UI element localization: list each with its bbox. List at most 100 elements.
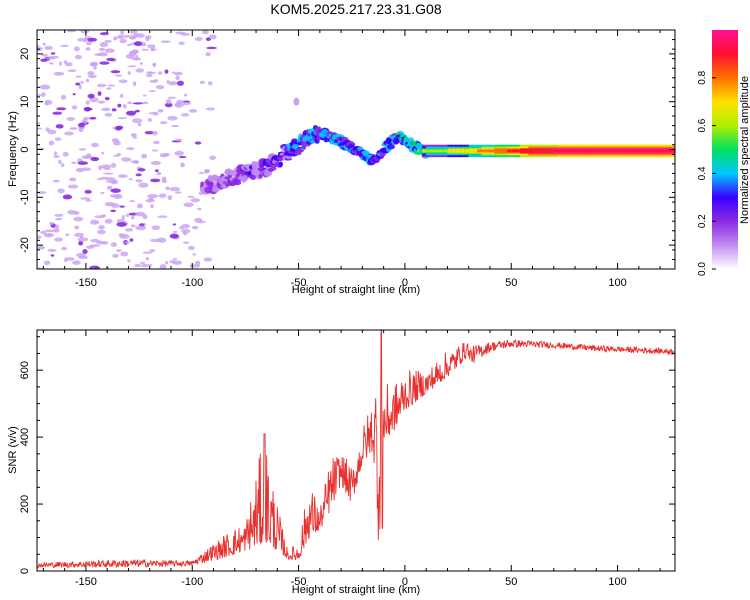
spectrogram-noise (119, 38, 127, 44)
spectrogram-noise (129, 50, 140, 54)
spectrogram-noise (178, 156, 187, 159)
spectrogram-noise (183, 202, 194, 208)
snr-y-tick-label: 200 (19, 495, 31, 513)
spectrogram-noise (87, 74, 97, 79)
spectrogram-noise (107, 84, 116, 87)
spectrogram-noise (133, 33, 139, 38)
spectrogram-x-tick-label: -150 (75, 277, 97, 289)
spectrogram-noise (163, 152, 170, 157)
spectrogram-noise (77, 237, 89, 242)
spectrogram-noise (85, 78, 90, 83)
spectrogram-noise (176, 99, 184, 104)
spectrogram-noise (43, 233, 55, 238)
spectrogram-noise (90, 219, 100, 225)
spectrogram-noise (80, 197, 91, 200)
spectrogram-noise (130, 224, 136, 228)
spectrogram-noise (119, 234, 130, 239)
spectrogram-noise (135, 211, 146, 217)
spectrogram-noise (144, 131, 155, 135)
spectrogram-noise (80, 80, 84, 84)
spectrogram-noise (50, 254, 55, 257)
spectrogram-noise (110, 203, 120, 208)
spectrogram-band-segment (438, 149, 444, 153)
spectrogram-noise (207, 81, 213, 86)
spectrogram-noise (75, 75, 82, 78)
spectrogram-noise (156, 171, 162, 176)
spectrogram-noise (150, 161, 162, 166)
snr-y-tick-label: 600 (19, 361, 31, 379)
spectrogram-noise (194, 36, 203, 42)
spectrogram-noise (49, 221, 54, 226)
spectrogram-noise (67, 210, 77, 215)
spectrogram-noise (121, 214, 125, 220)
spectrogram-noise (78, 84, 82, 90)
spectrogram-noise (91, 142, 99, 148)
spectrogram-noise (89, 244, 101, 247)
spectrogram-noise (152, 130, 158, 136)
spectrogram-x-tick-label: 100 (608, 277, 626, 289)
spectrogram-noise (110, 162, 117, 168)
spectrogram-noise (136, 203, 143, 209)
spectrogram-noise (126, 43, 132, 47)
spectrogram-noise (75, 82, 81, 86)
spectrogram-noise (73, 216, 84, 222)
spectrogram-noise (106, 87, 112, 90)
spectrogram-noise (161, 176, 167, 181)
spectrogram-noise (151, 225, 161, 231)
spectrogram-noise (138, 182, 149, 188)
colorbar-ticks: 0.0 0.2 0.4 0.6 0.8 (697, 70, 716, 276)
spectrogram-noise (41, 53, 49, 57)
spectrogram-noise (178, 41, 185, 46)
spectrogram-trace-blob (285, 155, 292, 160)
spectrogram-noise (113, 36, 118, 41)
spectrogram-noise (39, 84, 51, 90)
spectrogram-noise (37, 235, 42, 240)
spectrogram-noise (40, 92, 46, 98)
snr-x-tick-label: -50 (291, 576, 307, 588)
spectrogram-noise (134, 109, 140, 113)
spectrogram-noise (99, 32, 109, 36)
spectrogram-noise (129, 30, 138, 34)
spectrogram-noise (106, 179, 117, 184)
spectrogram-noise (87, 37, 98, 42)
spectrogram-noise (37, 191, 47, 194)
spectrogram-noise (54, 137, 62, 141)
spectrogram-noise (206, 46, 217, 50)
spectrogram-band-segment (519, 149, 525, 153)
snr-frame (36, 329, 676, 572)
spectrogram-noise (53, 227, 60, 233)
spectrogram-noise (98, 165, 103, 171)
spectrogram-band-segment (511, 149, 516, 153)
spectrogram-noise (195, 260, 201, 266)
spectrogram-noise (74, 54, 83, 60)
snr-panel: -150 -100 -50 0 50 100 0 200 400 600 Height of st… (7, 329, 676, 596)
spectrogram-noise (127, 65, 137, 68)
spectrogram-noise (139, 261, 146, 264)
spectrogram-noise (192, 253, 196, 256)
spectrogram-noise (127, 101, 133, 105)
spectrogram-noise (57, 188, 65, 194)
spectrogram-noise (53, 151, 58, 156)
spectrogram-noise (150, 204, 154, 209)
spectrogram-noise (106, 57, 116, 62)
spectrogram-noise (55, 217, 63, 221)
spectrogram-band-segment (443, 149, 448, 153)
spectrogram-noise (159, 264, 167, 269)
spectrogram-noise (171, 124, 179, 128)
spectrogram-noise (137, 168, 146, 172)
spectrogram-noise (125, 147, 135, 151)
spectrogram-noise (74, 232, 84, 237)
spectrogram-noise (84, 107, 93, 111)
spectrogram-y-tick-label: 0 (19, 146, 31, 152)
spectrogram-noise (194, 141, 202, 145)
spectrogram-noise (53, 71, 65, 76)
colorbar-label: Normalized spectral amplitude (739, 76, 750, 224)
spectrogram-noise (50, 52, 56, 55)
spectrogram-noise (181, 102, 192, 106)
spectrogram-noise (169, 186, 181, 192)
spectrogram-noise (75, 167, 85, 173)
spectrogram-noise (121, 157, 132, 162)
spectrogram-noise (154, 169, 159, 172)
spectrogram-noise (187, 195, 195, 198)
spectrogram-noise (199, 80, 206, 84)
